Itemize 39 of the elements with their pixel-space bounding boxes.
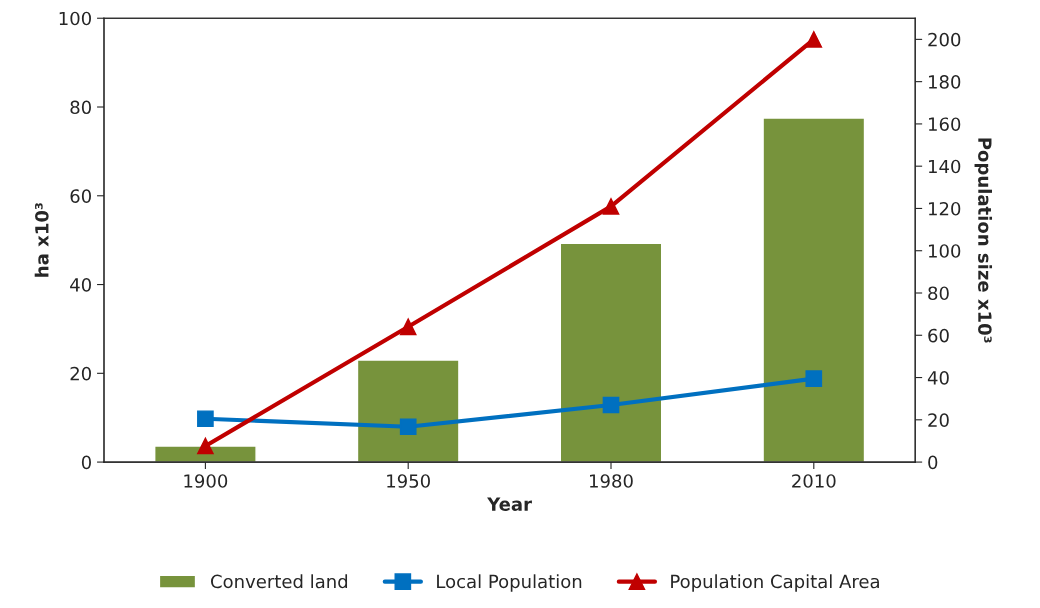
y2-tick-label: 120 bbox=[928, 201, 961, 216]
x-tick-label: 1950 bbox=[387, 474, 430, 488]
y2-tick-label: 100 bbox=[928, 244, 961, 258]
bar bbox=[762, 117, 866, 463]
bar bbox=[559, 242, 663, 463]
y-axis-title: ha x10³ bbox=[34, 203, 49, 277]
legend-label: Population Capital Area bbox=[671, 574, 879, 592]
y-tick-label: 100 bbox=[59, 11, 91, 26]
bar bbox=[154, 445, 257, 463]
legend-label: Local Population bbox=[437, 574, 582, 592]
x-tick-label: 1900 bbox=[184, 474, 228, 488]
x-tick-label: 2010 bbox=[792, 474, 836, 488]
point bbox=[197, 437, 214, 455]
x-tick-label: 1980 bbox=[590, 474, 633, 488]
point bbox=[197, 410, 214, 428]
point bbox=[602, 396, 620, 414]
y-tick-label: 80 bbox=[70, 100, 91, 115]
y2-tick-label: 140 bbox=[928, 159, 961, 174]
point bbox=[805, 370, 823, 387]
y2-tick-label: 40 bbox=[927, 371, 949, 385]
point bbox=[602, 198, 620, 215]
y2-tick-label: 80 bbox=[928, 286, 949, 301]
point bbox=[805, 31, 823, 48]
y2-tick-label: 160 bbox=[928, 117, 961, 132]
point bbox=[399, 418, 417, 436]
x-axis-title: Year bbox=[487, 497, 532, 511]
y2-tick-label: 0 bbox=[928, 455, 938, 470]
y2-tick-label: 60 bbox=[928, 328, 949, 343]
y2-tick-label: 180 bbox=[928, 75, 961, 89]
y2-tick-label: 20 bbox=[928, 413, 949, 427]
bar bbox=[356, 359, 460, 463]
legend-label: Converted land bbox=[210, 574, 348, 589]
y-tick-label: 0 bbox=[81, 455, 91, 470]
y-tick-label: 20 bbox=[70, 366, 91, 381]
point bbox=[399, 318, 417, 336]
y-tick-label: 60 bbox=[70, 189, 91, 203]
y2-axis-title: Population size x10³ bbox=[974, 138, 993, 343]
y-tick-label: 40 bbox=[70, 278, 91, 292]
y2-tick-label: 200 bbox=[928, 32, 961, 47]
